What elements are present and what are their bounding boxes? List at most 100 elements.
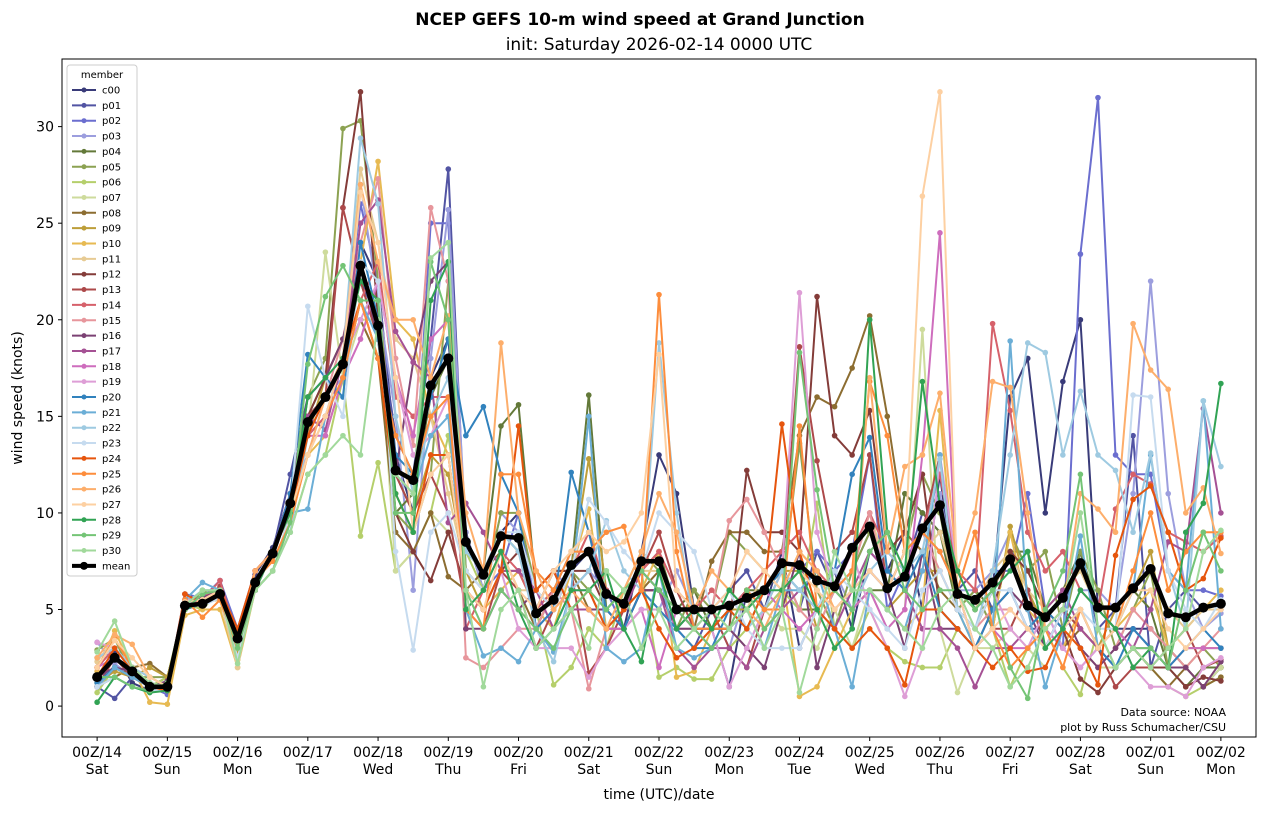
data-point-p30	[515, 587, 522, 593]
data-point-p13	[656, 529, 662, 536]
x-tick-label-time: 00Z/15	[142, 745, 192, 761]
data-point-p24	[831, 626, 838, 632]
data-point-p26	[94, 655, 100, 661]
data-point-p25	[937, 548, 943, 555]
data-point-p23	[902, 645, 908, 651]
data-point-p08	[814, 394, 820, 400]
data-point-mean	[654, 556, 664, 567]
data-point-p12	[831, 432, 838, 439]
data-point-mean	[162, 681, 173, 692]
data-point-p27	[831, 606, 838, 613]
data-point-p08	[866, 313, 873, 319]
data-point-p30	[919, 645, 926, 651]
data-point-p25	[884, 432, 891, 439]
legend-label-p12: p12	[102, 270, 121, 281]
data-point-p28	[410, 529, 416, 536]
data-point-p30	[691, 626, 697, 632]
data-point-mean	[109, 652, 120, 663]
data-point-p25	[638, 587, 645, 593]
data-point-p27	[603, 548, 610, 555]
data-point-p06	[94, 689, 100, 696]
data-point-p29	[1218, 568, 1224, 574]
data-point-p30	[585, 645, 592, 651]
legend-label-p02: p02	[102, 116, 121, 127]
data-point-p25	[761, 606, 768, 613]
data-point-p28	[1182, 529, 1189, 536]
x-tick-label-time: 00Z/16	[213, 745, 263, 761]
data-point-p22	[585, 568, 592, 574]
data-point-p28	[1218, 380, 1224, 387]
data-point-p06	[708, 676, 715, 682]
data-point-p30	[1200, 548, 1207, 555]
data-point-p22	[673, 510, 680, 516]
data-point-p18	[427, 336, 434, 342]
chart-subtitle: init: Saturday 2026-02-14 0000 UTC	[506, 35, 813, 55]
data-point-p23	[796, 645, 803, 651]
legend-marker-p25	[81, 471, 87, 477]
series-p26	[94, 181, 1224, 690]
data-point-p25	[498, 471, 504, 478]
data-point-p16	[761, 664, 768, 671]
data-point-p25	[656, 291, 662, 298]
data-point-p22	[1024, 340, 1031, 346]
data-point-p08	[849, 365, 855, 371]
data-point-p26	[989, 378, 996, 385]
data-point-p05	[498, 510, 504, 516]
data-point-p29	[1182, 587, 1189, 593]
data-point-p14	[989, 320, 996, 327]
data-point-p25	[375, 355, 381, 362]
legend-label-p26: p26	[102, 485, 121, 496]
data-point-p19	[1077, 664, 1084, 671]
data-point-p28	[831, 645, 838, 651]
x-axis: 00Z/14Sat00Z/15Sun00Z/16Mon00Z/17Tue00Z/…	[72, 737, 1246, 778]
data-point-p29	[111, 674, 118, 680]
data-point-p30	[656, 606, 662, 613]
data-point-p07	[779, 626, 785, 632]
data-point-p30	[427, 255, 434, 261]
data-point-p29	[1147, 645, 1154, 651]
data-point-p27	[129, 655, 136, 661]
data-point-p24	[182, 591, 188, 597]
data-point-p15	[480, 664, 487, 671]
data-point-mean	[987, 577, 998, 588]
y-tick-label: 5	[45, 603, 54, 619]
data-point-p29	[445, 316, 452, 323]
data-point-p01	[743, 568, 750, 574]
data-point-p24	[1200, 575, 1207, 582]
x-tick-label-time: 00Z/02	[1196, 745, 1246, 761]
data-point-p29	[392, 510, 399, 516]
legend-label-p11: p11	[102, 254, 121, 265]
data-point-mean	[952, 589, 963, 600]
data-point-p25	[340, 374, 346, 381]
legend-marker-p17	[81, 348, 87, 354]
legend-marker-p10	[81, 241, 87, 246]
data-point-p19	[94, 639, 100, 646]
data-point-p24	[1130, 496, 1136, 503]
data-point-p30	[638, 645, 645, 651]
x-tick-label-time: 00Z/01	[1126, 745, 1176, 761]
data-point-p26	[410, 316, 416, 323]
data-point-p07	[1218, 664, 1224, 671]
data-point-p29	[972, 606, 978, 613]
legend-marker-p13	[81, 287, 87, 293]
legend-marker-p08	[81, 210, 87, 216]
legend-label-p17: p17	[102, 346, 121, 357]
data-point-mean	[1145, 563, 1156, 574]
x-tick-label-time: 00Z/26	[915, 745, 965, 761]
data-point-p08	[708, 558, 715, 565]
data-point-p15	[1147, 626, 1154, 632]
data-point-p15	[427, 204, 434, 211]
data-point-p26	[603, 626, 610, 632]
data-point-p25	[515, 471, 522, 478]
data-point-p14	[217, 577, 223, 584]
data-point-p29	[902, 587, 908, 593]
data-point-p30	[322, 452, 329, 458]
data-point-p18	[796, 626, 803, 632]
data-point-p10	[814, 683, 820, 690]
data-point-mean	[1128, 583, 1139, 594]
legend-marker-p04	[81, 148, 87, 154]
data-point-p08	[884, 413, 891, 420]
data-point-c00	[1042, 510, 1049, 516]
legend-box	[66, 64, 138, 577]
y-tick-label: 20	[36, 313, 54, 329]
